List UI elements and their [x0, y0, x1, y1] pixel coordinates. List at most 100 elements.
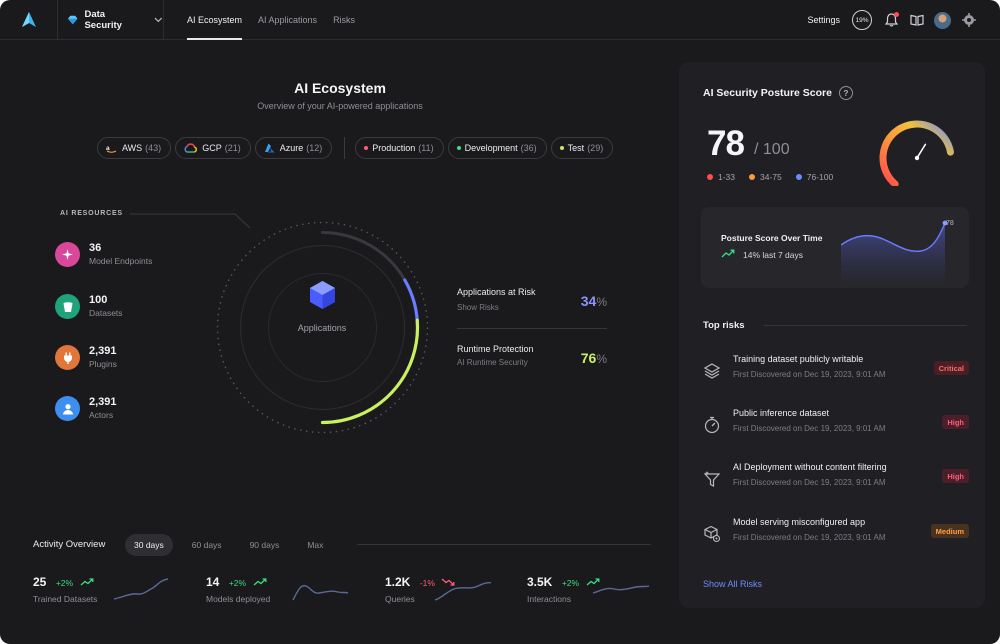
stat-value: 14: [206, 575, 220, 589]
chip-production[interactable]: Production (11): [355, 137, 444, 159]
gauge-needle: [916, 143, 927, 159]
resource-icon-bg: [55, 294, 80, 319]
resource-caption: Plugins: [89, 359, 117, 369]
stat-delta: +2%: [55, 578, 74, 588]
chevron-down-icon: [154, 17, 163, 22]
sparkline-interactions: [592, 585, 650, 594]
chip-test[interactable]: Test (29): [550, 137, 614, 159]
show-all-risks-link[interactable]: Show All Risks: [703, 579, 763, 589]
chip-count: (29): [587, 143, 604, 153]
gauge-hub: [914, 155, 920, 161]
resource-datasets[interactable]: 100 Datasets: [55, 294, 123, 319]
timer-icon: [701, 414, 723, 436]
range-max[interactable]: Max: [307, 540, 324, 550]
nav-right: Settings 19%: [807, 0, 1000, 40]
metric-runtime-protection[interactable]: Runtime Protection AI Runtime Security 7…: [457, 344, 607, 367]
legend-item: 1-33: [707, 172, 735, 182]
risk-date: First Discovered on Dec 19, 2023, 9:01 A…: [733, 478, 886, 487]
activity-title: Activity Overview: [33, 539, 106, 550]
over-time-change: 14% last 7 days: [743, 250, 804, 260]
sparkline-trained-datasets: [113, 578, 169, 600]
metric-value: 34%: [580, 293, 607, 309]
tab-risks[interactable]: Risks: [333, 14, 356, 25]
range-30-days[interactable]: 30 days: [125, 534, 173, 556]
cube-icon: [310, 281, 335, 309]
chip-label: Test: [567, 143, 585, 153]
chip-gcp[interactable]: GCP (21): [175, 137, 251, 159]
chip-development[interactable]: Development (36): [447, 137, 547, 159]
stat-label: Models deployed: [206, 594, 271, 604]
activity-divider: [357, 544, 651, 545]
risk-item[interactable]: Public inference dataset First Discovere…: [701, 408, 971, 448]
resource-caption: Model Endpoints: [89, 256, 153, 266]
tab-ai-applications[interactable]: AI Applications: [258, 14, 318, 25]
severity-badge: Medium: [930, 524, 969, 538]
resource-actors[interactable]: 2,391 Actors: [55, 396, 117, 421]
top-risks-divider: [764, 325, 967, 326]
posture-panel: AI Security Posture Score ? 78 / 100 1-3…: [679, 62, 985, 608]
risk-item[interactable]: Model serving misconfigured app First Di…: [701, 517, 971, 557]
stat-delta: +2%: [561, 578, 580, 588]
integrations-button[interactable]: [960, 11, 978, 29]
ring-protection-arc: [320, 318, 420, 425]
settings-link[interactable]: Settings: [807, 15, 840, 25]
legend-dot: [749, 174, 756, 180]
area-end-point: [942, 220, 948, 226]
metric-subtitle: AI Runtime Security: [457, 358, 528, 367]
legend-item: 34-75: [749, 172, 782, 182]
chip-label: GCP: [202, 143, 222, 153]
ring-label: Applications: [297, 323, 347, 333]
box-gear-icon: [701, 523, 723, 545]
gear-badge-icon: [962, 13, 976, 27]
posture-gauge: [879, 120, 954, 186]
posture-score: 78: [707, 124, 745, 163]
trend-up-icon: [253, 578, 266, 586]
range-90-days[interactable]: 90 days: [249, 540, 280, 550]
top-nav: Data Security AI Ecosystem AI Applicatio…: [0, 0, 1000, 40]
range-60-days[interactable]: 60 days: [191, 540, 222, 550]
severity-badge: Critical: [933, 361, 969, 375]
trend-up-icon: [586, 578, 599, 586]
resource-model-endpoints[interactable]: 36 Model Endpoints: [55, 242, 152, 267]
sparkline-queries: [434, 581, 492, 601]
risk-date: First Discovered on Dec 19, 2023, 9:01 A…: [733, 370, 886, 379]
ring-risk-arc: [403, 278, 420, 330]
over-time-end-label: 78: [946, 220, 954, 227]
resource-icon-bg: [55, 396, 80, 421]
chip-azure[interactable]: Azure (12): [254, 137, 333, 159]
env-dot: [364, 146, 369, 150]
avatar[interactable]: [934, 11, 951, 29]
sparkline-models-deployed: [292, 584, 349, 601]
help-icon[interactable]: ?: [838, 86, 853, 100]
score-pill[interactable]: 19%: [852, 10, 872, 30]
tab-ai-ecosystem[interactable]: AI Ecosystem: [187, 0, 243, 40]
risk-title: AI Deployment without content filtering: [733, 462, 887, 472]
risk-item[interactable]: AI Deployment without content filtering …: [701, 462, 971, 502]
notifications-button[interactable]: [882, 11, 900, 29]
stat-models-deployed: 14 +2% Models deployed: [206, 573, 270, 604]
resource-value: 36: [89, 242, 102, 254]
risk-item[interactable]: Training dataset publicly writable First…: [701, 354, 971, 394]
docs-button[interactable]: [908, 11, 926, 29]
chip-aws[interactable]: a AWS (43): [97, 137, 172, 159]
stat-label: Queries: [385, 594, 415, 604]
over-time-title: Posture Score Over Time: [721, 233, 823, 243]
bucket-icon: [63, 301, 72, 312]
metric-applications-at-risk[interactable]: Applications at Risk Show Risks 34%: [457, 287, 607, 312]
chip-label: Development: [464, 143, 518, 153]
metric-title: Runtime Protection: [457, 344, 534, 354]
resource-plugins[interactable]: 2,391 Plugins: [55, 345, 117, 370]
chip-count: (43): [145, 143, 162, 153]
workspace-selector[interactable]: Data Security: [58, 0, 164, 40]
posture-over-time-card[interactable]: Posture Score Over Time 14% last 7 days …: [701, 207, 969, 288]
resource-icon-bg: [55, 345, 80, 370]
stat-label: Trained Datasets: [33, 594, 98, 604]
posture-title-text: AI Security Posture Score: [703, 87, 832, 99]
risk-title: Model serving misconfigured app: [733, 517, 866, 527]
metric-divider: [457, 328, 607, 329]
chip-count: (11): [418, 143, 434, 153]
logo[interactable]: [0, 0, 58, 40]
show-risks-link[interactable]: Show Risks: [457, 303, 499, 312]
stat-interactions: 3.5K +2% Interactions: [527, 573, 600, 604]
gauge-arc: [879, 120, 954, 186]
